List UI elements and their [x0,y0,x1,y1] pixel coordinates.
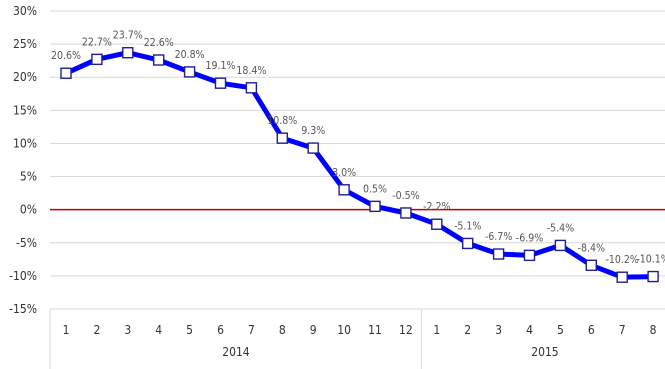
x-tick-label: 6 [588,323,595,337]
data-label: 18.4% [236,65,266,77]
gridlines [50,10,665,310]
data-label: -0.5% [392,190,419,202]
data-point [91,53,103,66]
data-point [554,239,567,252]
y-tick-label: -15% [9,302,37,316]
y-tick-label: 30% [13,4,37,18]
data-point [431,218,443,230]
data-point [492,248,505,260]
y-tick-label: 0% [20,203,37,217]
data-label: 23.7% [113,30,143,42]
data-point [369,200,381,213]
data-label: 22.6% [144,37,174,49]
data-label: 20.8% [175,49,205,61]
data-label: -6.7% [485,231,512,243]
data-label: 9.3% [301,125,325,137]
x-tick-label: 7 [248,323,255,337]
data-label: -8.4% [578,242,605,254]
data-label: 3.0% [332,167,356,179]
x-tick-label: 8 [650,323,657,337]
data-point [400,207,412,219]
x-tick-label: 2 [93,323,100,337]
y-tick-label: 5% [20,170,37,184]
y-tick-label: -10% [9,269,37,283]
data-point [307,142,319,154]
data-point [647,270,659,283]
data-point [60,67,72,79]
x-tick-label: 1 [63,323,70,337]
x-tick-label: 6 [217,323,224,337]
data-markers [60,47,659,283]
data-label: 0.5% [363,183,387,195]
data-label: 19.1% [205,60,235,72]
x-tick-label: 4 [155,323,162,337]
y-tick-label: 25% [13,37,37,51]
x-tick-label: 9 [310,323,317,337]
data-point [585,259,597,271]
data-label: -5.1% [454,220,481,232]
x-tick-label: 4 [526,323,533,337]
data-point [276,132,288,144]
x-tick-label: 3 [124,323,131,337]
data-label: -10.1% [636,254,665,266]
data-point [152,54,165,66]
x-tick-label: 11 [368,323,382,337]
data-label: 10.8% [267,115,297,127]
y-axis: -15% -10% -5% 0% 5% 10% 15% 20% 25% 30% [9,4,37,316]
data-label: -2.2% [423,201,450,213]
data-point [338,184,350,196]
x-tick-label: 12 [399,323,413,337]
data-labels: 20.6%22.7%23.7%22.6%20.8%19.1% 18.4% 10.8%… [51,30,665,266]
y-tick-label: 15% [13,103,37,117]
x-tick-label: 8 [279,323,286,337]
data-point [462,237,474,250]
y-tick-label: 20% [13,70,37,84]
data-label: -5.4% [547,222,574,234]
x-tick-label: 7 [619,323,626,337]
data-point [122,47,134,59]
y-tick-label: 10% [13,136,37,150]
data-point [523,249,536,262]
x-tick-label: 10 [337,323,351,337]
x-group-label: 2014 [222,345,250,359]
data-label: 20.6% [51,50,81,62]
data-label: -6.9% [516,232,543,244]
x-tick-label: 1 [433,323,440,337]
x-group-label: 2015 [531,345,558,359]
data-label: -10.2% [605,254,638,266]
x-tick-label: 5 [186,323,193,337]
data-point [183,66,196,78]
y-tick-label: -5% [16,236,37,250]
data-point [616,271,628,283]
data-label: 22.7% [82,36,112,48]
x-tick-label: 3 [495,323,502,337]
data-point [245,82,258,94]
x-tick-label: 2 [464,323,471,337]
data-point [214,77,227,89]
x-tick-label: 5 [557,323,564,337]
